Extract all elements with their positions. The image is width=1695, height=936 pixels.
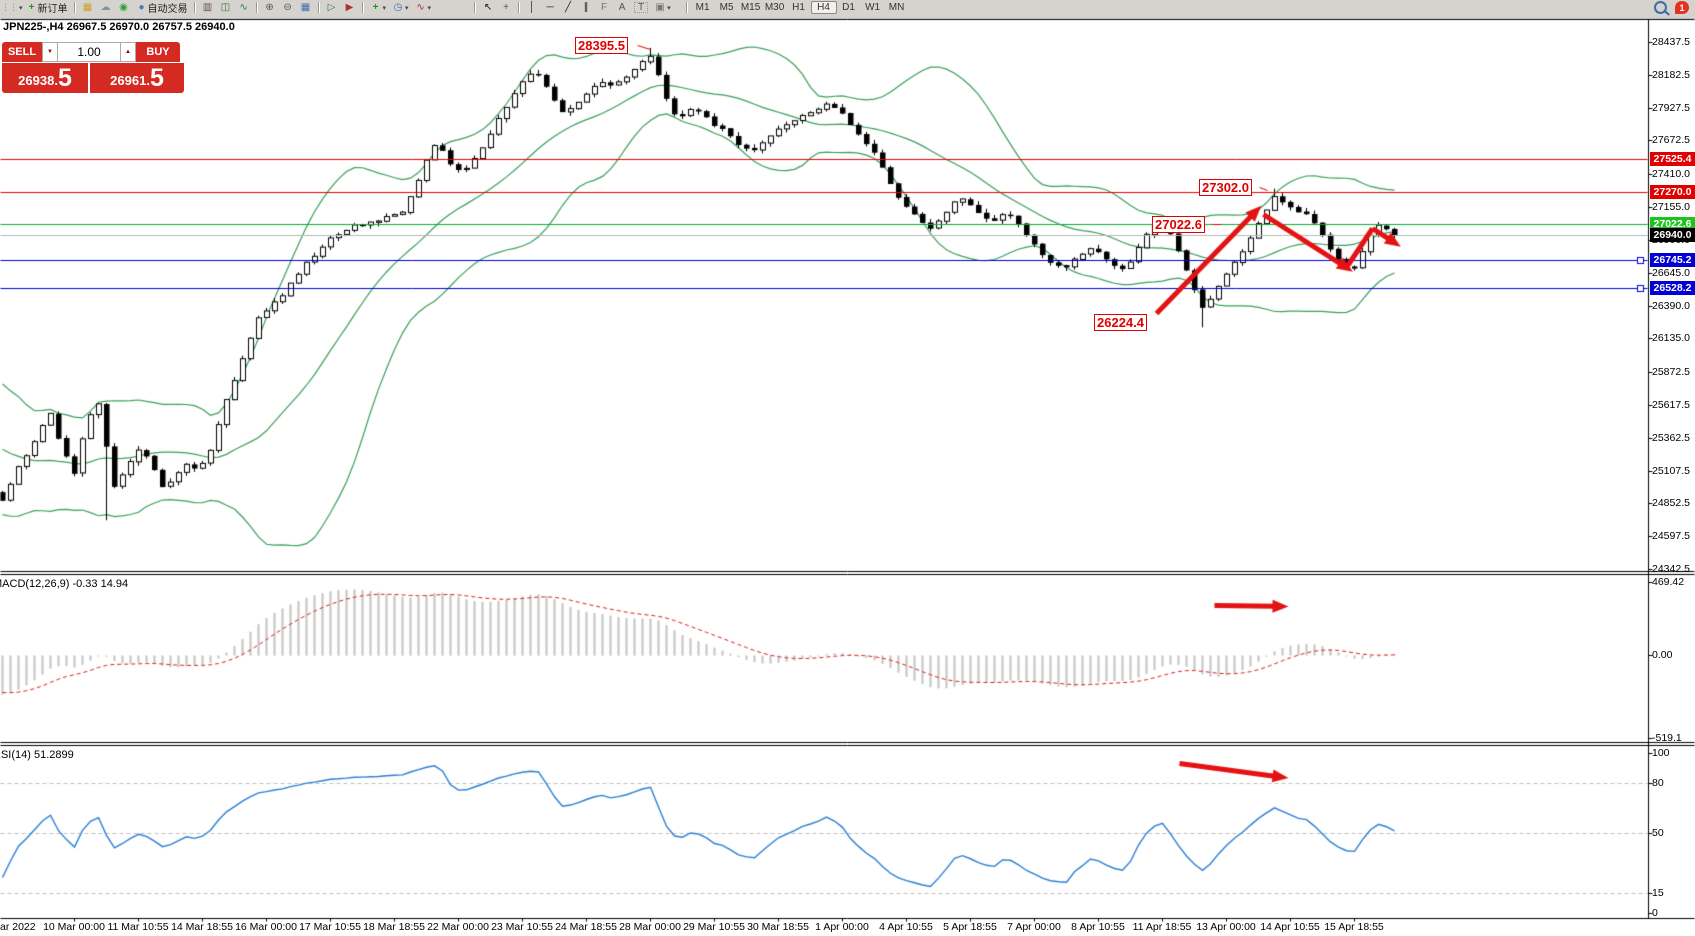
price-callout-27022: 27022.6 [1152,216,1205,233]
rsi-indicator-label: RSI(14) 51.2899 [0,749,74,761]
sell-price-display[interactable]: 26938. 5 [2,63,88,93]
time-axis-label: 28 Mar 00:00 [619,921,681,933]
time-axis-label: 11 Mar 10:55 [107,921,169,933]
time-axis-label: ar 2022 [0,921,36,933]
time-axis-label: 22 Mar 00:00 [427,921,489,933]
one-click-trading-panel: SELL ▼ 1.00 ▲ BUY 26938. 5 26961. 5 [2,42,186,93]
macd-axis-tick: 469.42 [1652,576,1685,588]
price-axis-tick: 26645.0 [1652,267,1690,279]
time-axis-label: 5 Apr 18:55 [943,921,997,933]
time-axis-label: 7 Apr 00:00 [1007,921,1061,933]
price-axis-tick: 26135.0 [1652,332,1690,344]
volume-down-icon: ▼ [47,49,53,55]
price-axis-badge: 27022.6 [1650,217,1695,231]
price-axis-tick: 26390.0 [1652,300,1690,312]
buy-price-dot: . [146,73,150,88]
price-callout-28395: 28395.5 [575,37,628,54]
price-axis-tick: 25107.5 [1652,465,1690,477]
price-axis-tick: 25872.5 [1652,366,1690,378]
price-axis-tick: 27672.5 [1652,134,1690,146]
time-axis-label: 15 Apr 18:55 [1324,921,1384,933]
rsi-axis-tick: 50 [1652,827,1664,839]
price-axis-badge: 27525.4 [1650,152,1695,166]
time-axis-label: 29 Mar 10:55 [683,921,745,933]
buy-button[interactable]: BUY [136,42,180,62]
price-axis-tick: 25617.5 [1652,399,1690,411]
chart-ohlc-readout: JPN225-,H4 26967.5 26970.0 26757.5 26940… [3,21,235,33]
rsi-axis-tick: 15 [1652,887,1664,899]
buy-price-big-digit: 5 [149,64,164,92]
rsi-axis-tick: 0 [1652,907,1658,919]
price-axis-badge: 26745.2 [1650,253,1695,267]
price-axis-tick: 24597.5 [1652,530,1690,542]
sell-price-dot: . [54,73,58,88]
time-axis-label: 14 Mar 18:55 [171,921,233,933]
price-axis-tick: 25362.5 [1652,432,1690,444]
buy-price-int: 26961 [110,73,147,88]
price-axis-tick: 28437.5 [1652,36,1690,48]
time-axis-label: 30 Mar 18:55 [747,921,809,933]
price-callout-26224: 26224.4 [1094,314,1147,331]
price-axis-tick: 28182.5 [1652,69,1690,81]
time-axis-label: 24 Mar 18:55 [555,921,617,933]
time-axis-label: 8 Apr 10:55 [1071,921,1125,933]
time-axis-label: 13 Apr 00:00 [1196,921,1256,933]
price-axis-tick: 27927.5 [1652,102,1690,114]
time-axis-label: 10 Mar 00:00 [43,921,105,933]
macd-indicator-label: MACD(12,26,9) -0.33 14.94 [0,578,129,590]
volume-decrease-button[interactable]: ▼ [42,42,58,62]
price-axis-badge: 26528.2 [1650,281,1695,295]
macd-axis-tick: 0.00 [1652,649,1673,661]
time-axis-label: 4 Apr 10:55 [879,921,933,933]
sell-price-big-digit: 5 [57,64,72,92]
price-axis-badge: 27270.0 [1650,185,1695,199]
time-axis-label: 11 Apr 18:55 [1132,921,1192,933]
price-axis-badge: 26940.0 [1650,228,1695,242]
price-axis-tick: 24852.5 [1652,497,1690,509]
price-axis-tick: 27410.0 [1652,168,1690,180]
price-callout-27302: 27302.0 [1199,179,1252,196]
rsi-axis-tick: 100 [1652,747,1670,759]
rsi-axis-tick: 80 [1652,777,1664,789]
volume-input[interactable]: 1.00 [58,42,120,62]
time-axis-label: 18 Mar 18:55 [363,921,425,933]
macd-axis-tick: -519.1 [1652,732,1682,744]
time-axis-label: 14 Apr 10:55 [1260,921,1320,933]
price-axis-tick: 27155.0 [1652,201,1690,213]
time-axis-label: 1 Apr 00:00 [815,921,869,933]
buy-price-display[interactable]: 26961. 5 [90,63,184,93]
sell-price-int: 26938 [18,73,55,88]
time-axis-label: 17 Mar 10:55 [299,921,361,933]
volume-increase-button[interactable]: ▲ [120,42,136,62]
time-axis-label: 16 Mar 00:00 [235,921,297,933]
price-axis-tick: 24342.5 [1652,563,1690,575]
sell-button[interactable]: SELL [2,42,42,62]
volume-up-icon: ▲ [125,49,131,55]
time-axis-label: 23 Mar 10:55 [491,921,553,933]
